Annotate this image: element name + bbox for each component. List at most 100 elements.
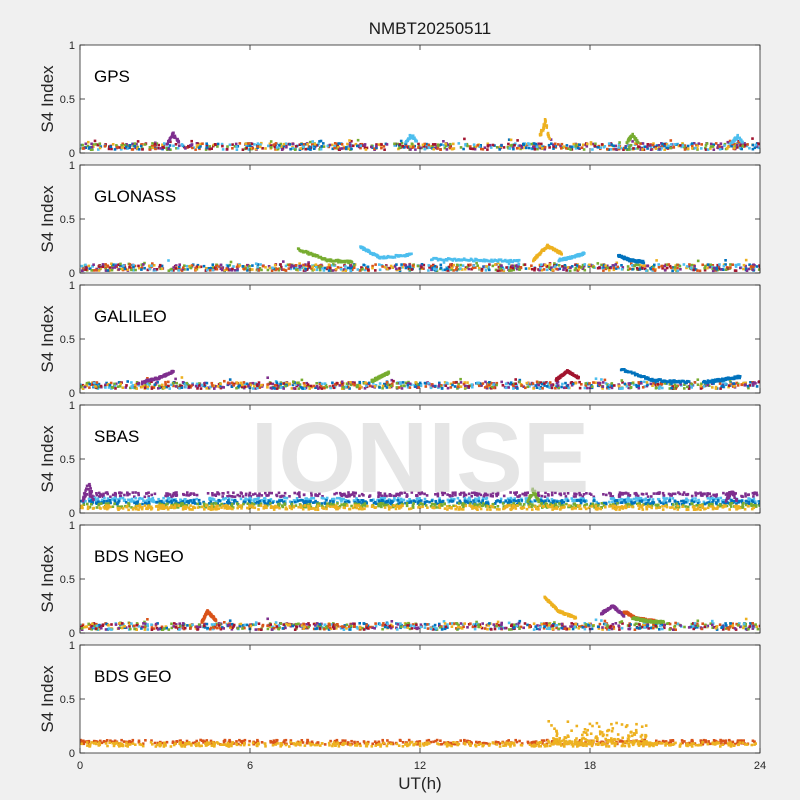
data-point	[545, 124, 549, 128]
data-point	[88, 495, 92, 498]
data-point	[331, 381, 334, 385]
data-point	[182, 266, 185, 269]
data-point	[176, 146, 180, 150]
data-point	[446, 386, 450, 390]
data-point	[668, 497, 672, 500]
data-point	[439, 148, 442, 151]
data-point	[484, 269, 488, 272]
data-point	[388, 499, 391, 502]
data-point	[190, 384, 193, 388]
data-point	[95, 493, 99, 497]
data-point	[455, 381, 458, 384]
data-point	[288, 382, 291, 386]
data-point	[228, 378, 232, 381]
data-point	[684, 501, 688, 504]
data-point	[719, 387, 722, 390]
data-point	[189, 492, 193, 495]
data-point	[92, 269, 96, 272]
data-point	[114, 382, 118, 386]
data-point	[662, 500, 665, 504]
data-point	[655, 492, 658, 495]
data-point	[560, 385, 563, 389]
data-point	[591, 142, 594, 146]
data-point	[356, 144, 359, 148]
data-point	[541, 146, 544, 150]
data-point	[543, 118, 547, 121]
data-point	[370, 145, 373, 149]
data-point	[564, 381, 567, 385]
data-point	[525, 381, 529, 385]
data-point	[488, 143, 492, 147]
data-point	[183, 268, 186, 271]
data-point	[430, 268, 433, 272]
data-point	[108, 145, 111, 148]
data-point	[600, 143, 604, 146]
data-point	[485, 265, 488, 268]
data-point	[299, 147, 302, 150]
data-point	[751, 137, 754, 140]
data-point	[674, 264, 677, 267]
data-point	[214, 494, 218, 497]
data-point	[97, 382, 101, 386]
data-point	[88, 146, 91, 149]
data-point	[570, 497, 574, 500]
data-point	[279, 142, 282, 146]
data-point	[291, 142, 295, 146]
data-point	[517, 258, 521, 262]
data-point	[476, 499, 479, 502]
data-point	[298, 495, 301, 498]
data-point	[488, 263, 491, 266]
data-point	[171, 133, 175, 137]
data-point	[594, 142, 597, 146]
data-point	[128, 144, 132, 147]
data-point	[313, 144, 316, 148]
data-point	[538, 253, 542, 256]
data-point	[98, 142, 102, 145]
data-point	[378, 263, 381, 266]
data-point	[99, 384, 103, 388]
data-point	[545, 381, 548, 384]
data-point	[709, 145, 713, 148]
data-point	[116, 146, 119, 149]
data-point	[634, 138, 638, 142]
data-point	[480, 267, 484, 271]
data-point	[377, 491, 380, 495]
data-point	[400, 501, 404, 504]
data-point	[334, 383, 338, 387]
data-point	[359, 146, 362, 150]
data-point	[278, 499, 282, 503]
data-point	[737, 141, 741, 144]
data-point	[454, 491, 457, 494]
data-point	[543, 120, 547, 124]
data-point	[81, 143, 84, 147]
data-point	[463, 384, 467, 388]
data-point	[271, 266, 274, 270]
data-point	[588, 263, 591, 267]
data-point	[438, 383, 441, 387]
data-point	[489, 494, 493, 498]
data-point	[501, 384, 505, 387]
data-point	[211, 497, 214, 500]
data-point	[318, 140, 321, 143]
data-point	[642, 261, 646, 265]
data-point	[436, 492, 440, 495]
data-point	[639, 142, 642, 145]
data-point	[545, 126, 548, 129]
data-point	[123, 143, 127, 147]
data-point	[91, 265, 94, 268]
data-point	[386, 383, 390, 387]
data-point	[395, 263, 398, 266]
data-point	[673, 387, 676, 390]
data-point	[307, 261, 310, 264]
data-point	[581, 143, 585, 147]
data-point	[629, 137, 632, 140]
data-point	[287, 267, 291, 270]
data-point	[333, 142, 337, 145]
data-point	[746, 143, 749, 146]
data-point	[647, 376, 650, 380]
data-point	[80, 146, 83, 150]
data-point	[544, 499, 547, 502]
data-point	[120, 144, 123, 147]
data-point	[282, 494, 285, 498]
data-point	[317, 142, 320, 146]
